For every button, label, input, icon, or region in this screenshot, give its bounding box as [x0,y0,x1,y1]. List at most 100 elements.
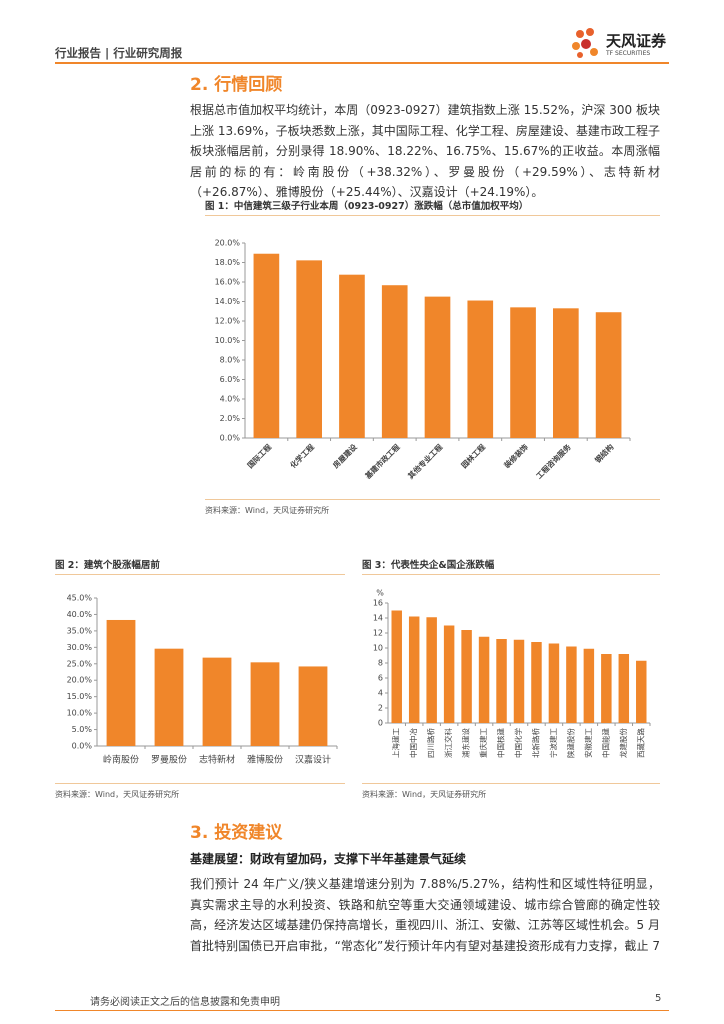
chart: 0.0% 2.0% 4.0% 6.0% 8.0% 10.0% 12.0% 14.0% 16.0%… [215,239,631,481]
x-tick-label: 工程咨询服务 [534,441,573,480]
bar [595,312,622,438]
x-tick-label: 北新路桥 [530,728,540,758]
x-tick-label: 汉嘉设计 [295,754,331,766]
y-tick-label: 6 [378,674,383,683]
y-tick-label: 45.0% [67,594,93,603]
footer-note: 请务必阅读正文之后的信息披露和免责申明 [90,997,280,1008]
y-tick-label: 10.0% [67,709,93,718]
logo-icon [572,28,598,58]
y-tick-label: 25.0% [67,659,93,668]
bar [618,654,630,723]
figure-source: 资料来源：Wind，天风证券研究所 [362,783,660,800]
figure-caption: 图 2：建筑个股涨幅居前 [55,557,345,575]
bar [381,285,408,438]
bar [391,610,402,723]
y-tick-label: 20.0% [215,239,241,248]
bar [566,646,577,723]
bar [513,639,525,723]
bar [553,308,579,438]
bar [424,296,451,438]
y-tick-label: 6.0% [220,375,241,384]
y-tick-label: 12 [373,629,383,638]
bar [461,630,472,723]
bar [583,648,595,723]
x-tick-label: 中国化学 [513,728,523,758]
x-tick-label: 房屋建设 [330,441,359,470]
x-tick-label: 安徽建工 [583,728,593,758]
bar [601,654,612,723]
y-tick-label: 14.0% [215,297,241,306]
figure-caption: 图 3：代表性央企&国企涨跌幅 [362,557,660,575]
paragraph: 根据总市值加权平均统计，本周（0923-0927）建筑指数上涨 15.52%，沪… [190,103,660,199]
x-tick-label: 园林工程 [459,441,488,470]
x-tick-label: 志特新材 [199,754,235,766]
x-tick-label: 基建市政工程 [362,441,402,481]
x-tick-label: 岭南股份 [103,754,139,766]
y-tick-label: 4.0% [220,395,241,404]
y-tick-label: 0 [378,719,383,728]
bar [531,642,542,723]
x-tick-label: 中国核建 [496,728,506,758]
y-tick-label: 2.0% [220,414,241,423]
y-tick-label: 4 [378,689,383,698]
y-tick-label: 20.0% [67,676,93,685]
bar [250,662,280,746]
subheading: 基建展望：财政有望加码，支撑下半年基建景气延续 [190,852,467,866]
x-tick-label: 钢结构 [592,441,615,464]
logo-text: 天风证券 [606,32,667,50]
y-axis-label: % [376,589,384,598]
y-tick-label: 15.0% [67,692,93,701]
x-tick-label: 浙江交科 [443,728,453,758]
x-tick-label: 西藏天路 [635,728,645,758]
bar [426,617,437,723]
logo-subtext: TF SECURITIES [606,50,651,57]
y-tick-label: 14 [373,614,383,623]
bar [253,253,280,438]
footer-rule [55,1010,669,1011]
bar [548,643,560,723]
x-tick-label: 中国能建 [600,728,610,758]
bar [106,619,136,746]
bar [296,260,322,438]
x-tick-label: 中国中冶 [408,728,418,758]
x-tick-label: 其他专业工程 [405,441,444,480]
x-tick-label: 化学工程 [288,441,317,470]
x-tick-label: 宁波建工 [548,728,558,758]
y-tick-label: 10 [373,644,383,653]
y-tick-label: 30.0% [67,643,93,652]
x-tick-label: 四川路桥 [426,728,436,758]
x-tick-label: 重庆建工 [478,728,488,758]
figure-source: 资料来源：Wind，天风证券研究所 [55,783,345,800]
paragraph: 我们预计 24 年广义/狭义基建增速分别为 7.88%/5.27%，结构性和区域… [190,877,660,953]
figure-source: 资料来源：Wind，天风证券研究所 [205,499,660,516]
chart: 0.0% 5.0% 10.0% 15.0% 20.0% 25.0% 30.0% 35.0% 40… [67,594,338,766]
figure-caption: 图 1：中信建筑三级子行业本周（0923-0927）涨跌幅（总市值加权平均） [205,198,660,216]
y-tick-label: 16 [373,599,383,608]
x-tick-label: 装修装饰 [501,441,530,470]
bar [443,625,455,723]
x-tick-label: 国际工程 [245,441,274,470]
y-tick-label: 10.0% [215,336,241,345]
bar [339,274,365,438]
y-tick-label: 18.0% [215,258,241,267]
y-tick-label: 16.0% [215,278,241,287]
y-tick-label: 2 [378,704,383,713]
y-tick-label: 35.0% [67,626,93,635]
y-tick-label: 40.0% [67,610,93,619]
x-tick-label: 陕建股份 [565,728,575,758]
y-tick-label: 12.0% [215,317,241,326]
section-title: 3. 投资建议 [190,823,283,843]
header-rule [55,62,669,64]
x-tick-label: 上海建工 [391,728,401,758]
bar [510,307,536,438]
y-tick-label: 5.0% [72,725,93,734]
y-tick-label: 0.0% [72,742,93,751]
y-tick-label: 8 [378,659,383,668]
x-tick-label: 龙建股份 [618,728,628,758]
x-tick-label: 罗曼股份 [151,754,187,766]
x-tick-label: 浦东建设 [461,728,471,758]
bar [298,666,328,746]
bar [636,660,647,723]
